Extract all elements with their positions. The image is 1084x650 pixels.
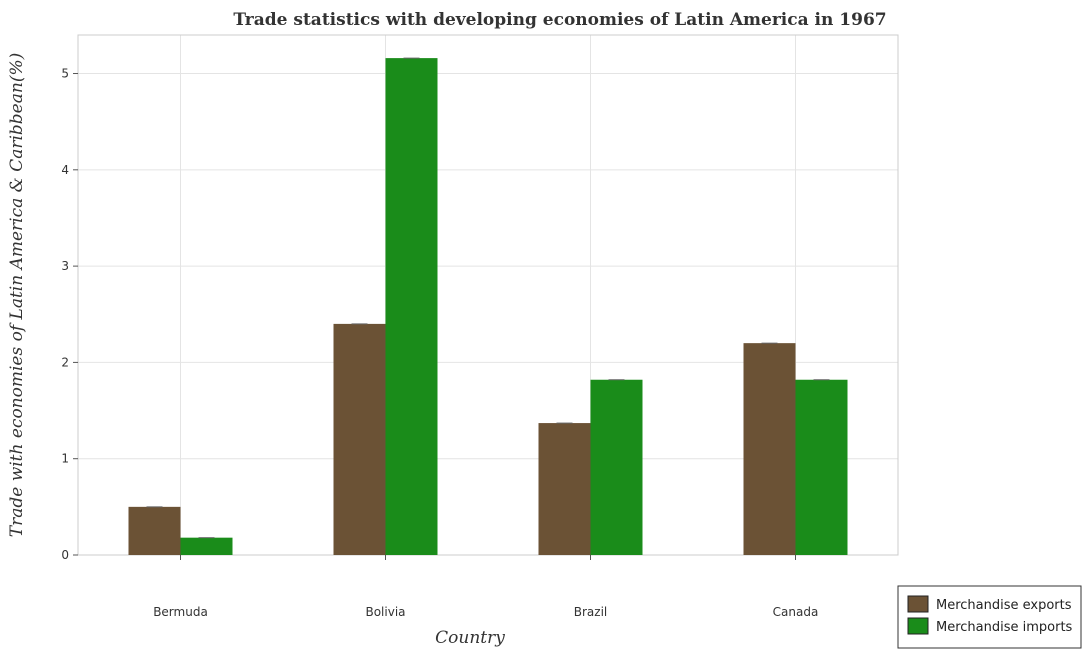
plot-area	[77, 34, 899, 556]
bar-merchandise-imports-bolivia	[385, 58, 438, 555]
y-axis-title: Trade with economies of Latin America & …	[7, 53, 27, 538]
bars	[128, 57, 848, 555]
legend: Merchandise exports Merchandise imports	[897, 585, 1082, 649]
legend-label: Merchandise exports	[936, 598, 1072, 613]
x-tick-label: Canada	[773, 605, 819, 619]
bar-merchandise-imports-bermuda	[180, 537, 233, 555]
y-axis-ticks: 0 1 2 3 4 5	[61, 67, 78, 562]
bar-merchandise-imports-brazil	[590, 379, 643, 555]
y-tick-label: 3	[61, 259, 69, 273]
legend-box	[897, 585, 1082, 649]
bar-merchandise-exports-brazil	[538, 423, 591, 555]
y-tick-label: 1	[61, 452, 69, 466]
x-tick-label: Brazil	[574, 605, 608, 619]
legend-swatch	[907, 595, 929, 613]
chart-title: Trade statistics with developing economi…	[233, 10, 886, 30]
x-axis-ticks: Bermuda Bolivia Brazil Canada	[153, 555, 818, 619]
bar-merchandise-imports-canada	[795, 379, 848, 555]
y-tick-label: 5	[61, 67, 69, 81]
y-tick-label: 2	[61, 355, 69, 369]
x-tick-label: Bolivia	[365, 605, 405, 619]
x-tick-label: Bermuda	[153, 605, 208, 619]
bar-merchandise-exports-bolivia	[333, 323, 386, 555]
bar-merchandise-exports-canada	[743, 343, 796, 555]
x-axis-title: Country	[435, 628, 505, 648]
legend-label: Merchandise imports	[936, 620, 1073, 635]
y-tick-label: 4	[61, 163, 69, 177]
bar-merchandise-exports-bermuda	[128, 506, 181, 555]
legend-swatch	[907, 617, 929, 635]
y-tick-label: 0	[61, 548, 69, 562]
